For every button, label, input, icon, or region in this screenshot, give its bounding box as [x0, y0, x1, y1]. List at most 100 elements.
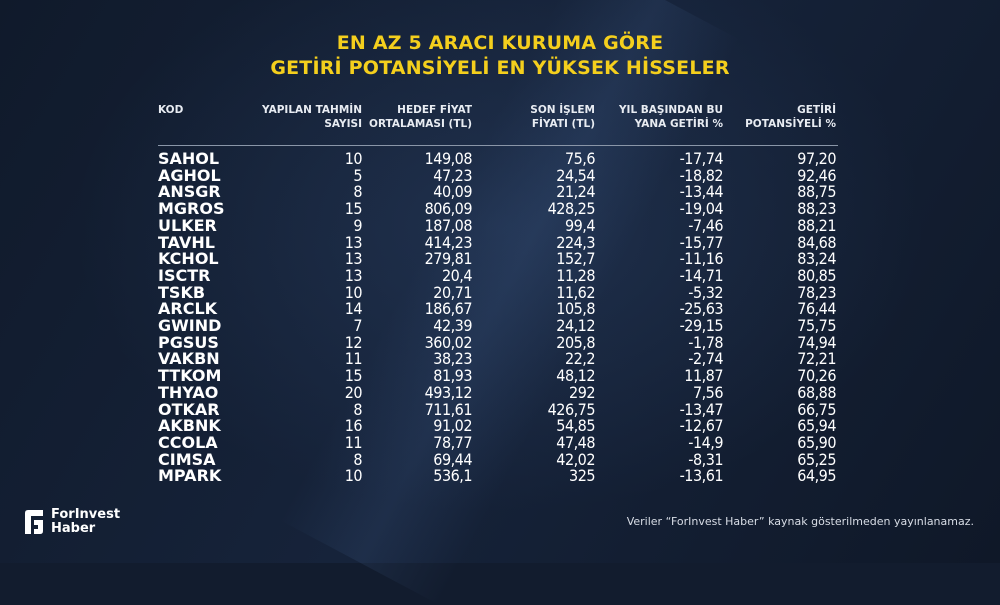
cell-ytd: -13,44: [679, 182, 724, 202]
cell-last: 75,6: [564, 149, 596, 168]
cell-last: 11,28: [556, 265, 595, 285]
cell-target: 186,67: [424, 299, 473, 319]
cell-ytd: -18,82: [679, 165, 724, 185]
cell-count: 15: [344, 199, 363, 219]
cell-last: 24,12: [556, 316, 595, 335]
cell-ytd: 7,56: [692, 382, 724, 402]
cell-kod: MGROS: [158, 199, 225, 219]
cell-potential: 64,95: [797, 466, 836, 486]
table-row: GWIND 7 42,39 24,12 -29,15 75,75: [0, 317, 1000, 334]
cell-potential: 88,23: [797, 199, 836, 219]
cell-target: 711,61: [424, 399, 473, 419]
table-row: TSKB 10 20,71 11,62 -5,32 78,23: [0, 284, 1000, 301]
header-last-line1: SON İŞLEM: [530, 104, 595, 116]
header-target-line2: ORTALAMASI (TL): [369, 118, 472, 130]
cell-target: 360,02: [424, 332, 473, 352]
forinvest-logo-icon: [25, 510, 43, 534]
cell-potential: 75,75: [797, 316, 836, 335]
cell-ytd: -13,47: [679, 399, 724, 419]
cell-ytd: -2,74: [688, 349, 723, 369]
cell-potential: 78,23: [797, 282, 836, 302]
cell-ytd: -25,63: [679, 299, 724, 319]
cell-potential: 80,85: [797, 265, 836, 285]
header-ytd: YIL BAŞINDAN BU YANA GETİRİ %: [619, 103, 723, 131]
table-row: MPARK 10 536,1 325 -13,61 64,95: [0, 467, 1000, 484]
header-kod: KOD: [158, 104, 184, 116]
cell-kod: CCOLA: [158, 432, 218, 452]
cell-ytd: -11,16: [679, 249, 724, 269]
cell-kod: CIMSA: [158, 449, 216, 469]
table-row: MGROS 15 806,09 428,25 -19,04 88,23: [0, 200, 1000, 217]
table-row: PGSUS 12 360,02 205,8 -1,78 74,94: [0, 334, 1000, 351]
cell-count: 8: [353, 182, 362, 202]
cell-target: 78,77: [433, 432, 472, 452]
cell-ytd: -17,74: [679, 149, 724, 168]
cell-target: 414,23: [424, 232, 473, 252]
cell-last: 99,4: [564, 215, 596, 235]
header-potential-line2: POTANSİYELİ %: [745, 118, 836, 130]
cell-kod: ULKER: [158, 215, 217, 235]
cell-count: 12: [344, 332, 363, 352]
cell-potential: 65,94: [797, 416, 836, 436]
cell-target: 493,12: [424, 382, 473, 402]
cell-kod: MPARK: [158, 466, 222, 486]
header-ytd-line2: YANA GETİRİ %: [634, 118, 723, 130]
title-line-2: GETİRİ POTANSİYELİ EN YÜKSEK HİSSELER: [270, 57, 730, 79]
cell-last: 21,24: [556, 182, 595, 202]
table-row: THYAO 20 493,12 292 7,56 68,88: [0, 384, 1000, 401]
cell-potential: 84,68: [797, 232, 836, 252]
cell-kod: ANSGR: [158, 182, 221, 202]
logo-line-2: Haber: [51, 521, 96, 536]
table-row: CCOLA 11 78,77 47,48 -14,9 65,90: [0, 434, 1000, 451]
cell-target: 806,09: [424, 199, 473, 219]
cell-potential: 92,46: [797, 165, 836, 185]
header-last: SON İŞLEM FİYATI (TL): [530, 103, 595, 131]
cell-potential: 66,75: [797, 399, 836, 419]
header-count-line1: YAPILAN TAHMİN: [262, 104, 362, 116]
table-row: AKBNK 16 91,02 54,85 -12,67 65,94: [0, 417, 1000, 434]
cell-last: 325: [569, 466, 595, 486]
cell-target: 40,09: [433, 182, 472, 202]
cell-count: 10: [344, 149, 363, 168]
cell-target: 149,08: [424, 149, 473, 168]
cell-kod: THYAO: [158, 382, 219, 402]
cell-potential: 65,90: [797, 432, 836, 452]
cell-last: 54,85: [556, 416, 595, 436]
cell-target: 91,02: [433, 416, 472, 436]
cell-count: 13: [344, 265, 363, 285]
table-row: TAVHL 13 414,23 224,3 -15,77 84,68: [0, 234, 1000, 251]
cell-count: 13: [344, 249, 363, 269]
cell-kod: AGHOL: [158, 165, 221, 185]
table-row: ARCLK 14 186,67 105,8 -25,63 76,44: [0, 300, 1000, 317]
cell-count: 5: [353, 165, 362, 185]
table-row: KCHOL 13 279,81 152,7 -11,16 83,24: [0, 250, 1000, 267]
cell-last: 42,02: [556, 449, 595, 469]
cell-last: 22,2: [564, 349, 596, 369]
cell-count: 20: [344, 382, 363, 402]
cell-ytd: -15,77: [679, 232, 724, 252]
cell-ytd: -14,9: [688, 432, 723, 452]
cell-ytd: -8,31: [688, 449, 723, 469]
table-row: AGHOL 5 47,23 24,54 -18,82 92,46: [0, 167, 1000, 184]
header-target: HEDEF FİYAT ORTALAMASI (TL): [369, 103, 472, 131]
cell-potential: 88,21: [797, 215, 836, 235]
cell-last: 105,8: [556, 299, 595, 319]
table-row: ISCTR 13 20,4 11,28 -14,71 80,85: [0, 267, 1000, 284]
cell-kod: TTKOM: [158, 366, 222, 386]
logo-line-1: ForInvest: [51, 507, 121, 522]
cell-target: 69,44: [433, 449, 472, 469]
cell-potential: 83,24: [797, 249, 836, 269]
cell-ytd: -13,61: [679, 466, 724, 486]
cell-count: 9: [353, 215, 362, 235]
cell-ytd: -19,04: [679, 199, 724, 219]
table-row: ANSGR 8 40,09 21,24 -13,44 88,75: [0, 183, 1000, 200]
cell-kod: VAKBN: [158, 349, 220, 369]
background: [0, 0, 1000, 563]
cell-target: 81,93: [433, 366, 472, 386]
cell-potential: 68,88: [797, 382, 836, 402]
table-row: SAHOL 10 149,08 75,6 -17,74 97,20: [0, 150, 1000, 167]
table-row: OTKAR 8 711,61 426,75 -13,47 66,75: [0, 401, 1000, 418]
cell-last: 292: [569, 382, 595, 402]
table-row: VAKBN 11 38,23 22,2 -2,74 72,21: [0, 350, 1000, 367]
cell-count: 7: [353, 316, 362, 335]
